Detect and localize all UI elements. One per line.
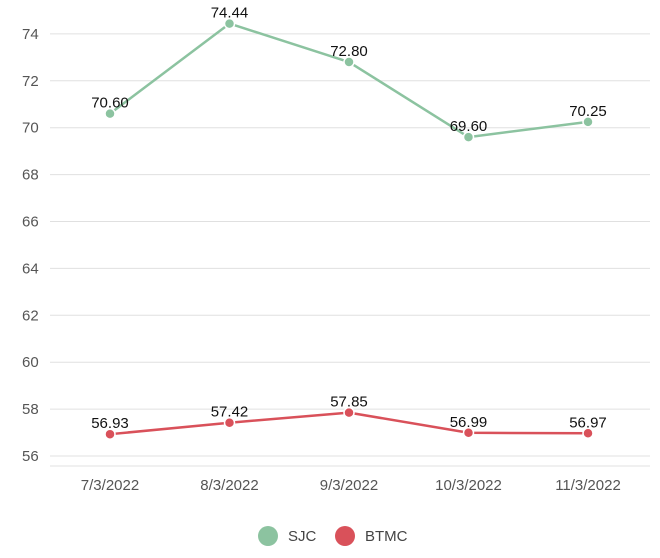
y-tick-label: 56 (22, 448, 39, 465)
data-label-btmc: 56.99 (450, 414, 488, 431)
y-tick-label: 58 (22, 401, 39, 418)
data-point-btmc[interactable] (104, 428, 116, 440)
legend[interactable]: SJC BTMC (258, 526, 408, 546)
data-point-sjc[interactable] (223, 17, 236, 30)
y-tick-label: 72 (22, 73, 39, 90)
y-tick-label: 68 (22, 167, 39, 184)
data-label-sjc: 70.60 (91, 95, 129, 112)
data-label-sjc: 69.60 (450, 118, 488, 135)
legend-label-btmc: BTMC (365, 528, 408, 545)
data-point-sjc[interactable] (343, 56, 355, 68)
y-tick-label: 64 (22, 260, 39, 277)
x-tick-label: 7/3/2022 (81, 477, 139, 494)
data-label-btmc: 56.97 (569, 414, 607, 431)
data-point-btmc[interactable] (343, 406, 355, 419)
x-tick-label: 10/3/2022 (435, 477, 502, 494)
legend-item-btmc[interactable]: BTMC (335, 526, 408, 546)
data-label-sjc: 70.25 (569, 103, 607, 120)
y-tick-label: 62 (22, 307, 39, 324)
gridlines (50, 33, 650, 467)
x-tick-label: 9/3/2022 (320, 477, 378, 494)
x-axis-ticks: 7/3/2022 8/3/2022 9/3/2022 10/3/2022 11/3/20… (81, 477, 621, 494)
data-label-sjc: 72.80 (330, 43, 368, 60)
data-point-sjc[interactable] (582, 116, 594, 128)
x-tick-label: 8/3/2022 (200, 477, 258, 494)
y-tick-label: 66 (22, 214, 39, 231)
data-point-sjc[interactable] (462, 131, 475, 143)
y-tick-label: 60 (22, 354, 39, 371)
data-point-btmc[interactable] (223, 416, 236, 429)
data-label-btmc: 57.85 (330, 394, 368, 411)
data-label-btmc: 57.42 (211, 404, 249, 421)
data-point-btmc[interactable] (582, 427, 594, 440)
data-labels: 70.60 74.44 72.80 69.60 70.25 56.93 57.42 57.85… (91, 5, 607, 433)
legend-swatch-btmc (335, 526, 355, 546)
series-lines (104, 17, 594, 440)
data-label-sjc: 74.44 (211, 5, 249, 22)
data-point-btmc[interactable] (462, 427, 475, 439)
y-axis-ticks: 56 58 60 62 64 66 68 70 72 74 (22, 26, 39, 465)
y-tick-label: 74 (22, 26, 39, 43)
x-tick-label: 11/3/2022 (555, 477, 621, 494)
data-label-btmc: 56.93 (91, 415, 129, 432)
legend-label-sjc: SJC (288, 528, 317, 545)
legend-item-sjc[interactable]: SJC (258, 526, 317, 546)
y-tick-label: 70 (22, 120, 39, 137)
data-point-sjc[interactable] (104, 107, 116, 120)
legend-swatch-sjc (258, 526, 278, 546)
